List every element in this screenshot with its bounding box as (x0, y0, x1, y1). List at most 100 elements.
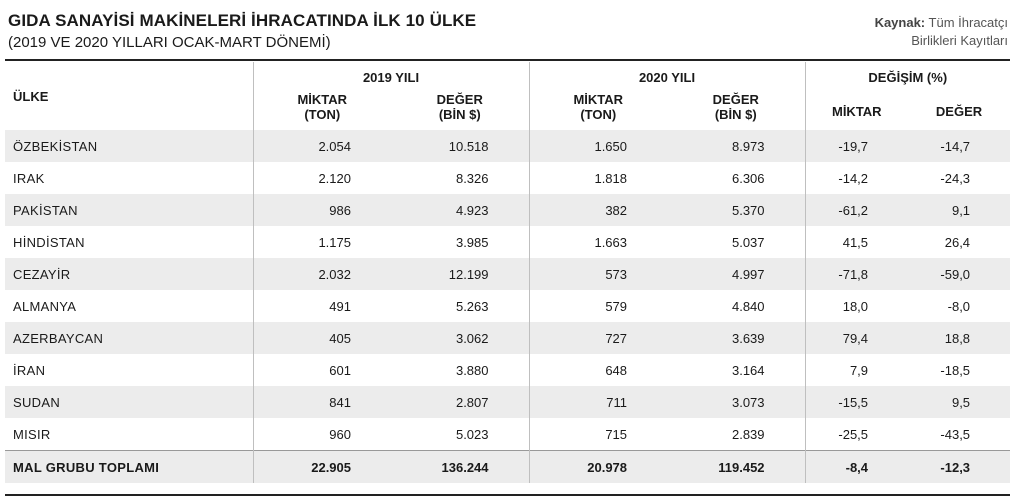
value-2020-cell: 2.839 (731, 426, 765, 442)
qty-2019-cell: 2.032 (252, 258, 391, 290)
qty-2019-cell: 2.120 (252, 162, 391, 194)
source-line-1: Tüm İhracatçı (928, 15, 1008, 30)
value-2020-cell: 4.840 (731, 298, 765, 314)
table-row: CEZAYİR 2.032 12.199 573 4.997 -71,8 -59,0 (5, 258, 1011, 290)
qty-2019-cell: 960 (252, 418, 391, 451)
page-title: GIDA SANAYİSİ MAKİNELERİ İHRACATINDA İLK… (8, 11, 477, 30)
change-qty-cell: -8,4 (804, 450, 909, 483)
value-2019-cell: 8.326 (455, 170, 489, 186)
value-2019-cell: 3.985 (455, 234, 489, 250)
export-table: ÜLKE 2019 YILI 2020 YILI DEĞİŞİM (%) MİK… (5, 62, 1011, 483)
value-2019-cell: 136.244 (391, 450, 530, 483)
value-2019-cell: 12.199 (391, 258, 530, 290)
column-header-country: ÜLKE (13, 88, 49, 104)
change-qty-cell: -15,5 (804, 386, 909, 418)
value-unit: (BİN $) (438, 107, 481, 122)
table-row: MISIR 960 5.023 715 2.839 -25,5 -43,5 (5, 418, 1010, 451)
value-2020-cell: 4.997 (667, 258, 806, 290)
value-2020-cell: 3.073 (667, 386, 806, 418)
table-row: IRAK 2.120 8.326 1.818 6.306 -14,2 -24,3 (5, 162, 1010, 194)
value-2020-cell: 5.370 (667, 194, 806, 226)
value-label: DEĞER (712, 92, 759, 107)
change-value-cell: -24,3 (940, 170, 971, 186)
qty-unit: (TON) (580, 107, 617, 122)
country-cell: SUDAN (5, 386, 253, 418)
qty-label: MİKTAR (297, 92, 348, 107)
column-header-qty-2019: MİKTAR (TON) (252, 92, 391, 130)
country-cell: MAL GRUBU TOPLAMI (5, 450, 253, 483)
change-value-cell: -43,5 (940, 426, 971, 442)
report-header: GIDA SANAYİSİ MAKİNELERİ İHRACATINDA İLK… (8, 8, 1008, 60)
column-header-change-value: DEĞER (935, 103, 983, 119)
table-header: ÜLKE 2019 YILI 2020 YILI DEĞİŞİM (%) MİK… (5, 62, 1011, 130)
change-qty-cell: -14,2 (804, 162, 909, 194)
table-row: PAKİSTAN 986 4.923 382 5.370 -61,2 9,1 (5, 194, 1011, 226)
qty-2019-cell: 405 (252, 322, 391, 354)
change-value-cell: -18,5 (940, 362, 971, 378)
qty-2020-cell: 715 (528, 418, 668, 451)
change-value-cell: -8,0 (947, 298, 971, 314)
country-cell: ÖZBEKİSTAN (5, 130, 253, 162)
change-qty-cell: -19,7 (804, 130, 909, 162)
change-qty-cell: -61,2 (804, 194, 909, 226)
change-qty-cell: -71,8 (804, 258, 909, 290)
qty-2020-cell: 1.650 (528, 130, 668, 162)
page-subtitle: (2019 VE 2020 YILLARI OCAK-MART DÖNEMİ) (8, 34, 331, 51)
value-2020-cell: 119.452 (667, 450, 806, 483)
value-2019-cell: 4.923 (391, 194, 530, 226)
qty-2020-cell: 579 (528, 290, 668, 322)
bottom-divider (5, 494, 1010, 496)
table-row: İRAN 601 3.880 648 3.164 7,9 -18,5 (5, 354, 1010, 386)
table-row: ÖZBEKİSTAN 2.054 10.518 1.650 8.973 -19,7 -14,… (5, 130, 1011, 162)
group-header-2020: 2020 YILI (528, 62, 806, 92)
qty-2020-cell: 1.663 (528, 226, 668, 258)
qty-2020-cell: 711 (528, 386, 668, 418)
change-value-cell: -14,7 (908, 130, 1011, 162)
change-qty-cell: -25,5 (804, 418, 909, 451)
change-value-cell: 18,8 (908, 322, 1011, 354)
source-note: Kaynak: Tüm İhracatçı Birlikleri Kayıtla… (875, 14, 1008, 50)
value-2020-cell: 3.164 (731, 362, 765, 378)
qty-2020-cell: 382 (528, 194, 668, 226)
change-value-cell: 9,1 (908, 194, 1011, 226)
column-header-change-qty: MİKTAR (804, 92, 909, 130)
value-2019-cell: 2.807 (391, 386, 530, 418)
qty-unit: (TON) (304, 107, 341, 122)
change-value-cell: 9,5 (908, 386, 1011, 418)
change-qty-cell: 7,9 (804, 354, 909, 386)
value-2019-cell: 5.263 (455, 298, 489, 314)
column-header-value-2019: DEĞER (BİN $) (391, 92, 529, 130)
qty-2020-cell: 20.978 (528, 450, 668, 483)
table-row: SUDAN 841 2.807 711 3.073 -15,5 9,5 (5, 386, 1011, 418)
change-value-cell: -12,3 (908, 450, 1011, 483)
value-label: DEĞER (436, 92, 483, 107)
change-value-cell: 26,4 (944, 234, 971, 250)
value-2020-cell: 3.639 (667, 322, 806, 354)
qty-2020-cell: 1.818 (528, 162, 668, 194)
qty-2020-cell: 648 (528, 354, 668, 386)
source-line-2: Birlikleri Kayıtları (911, 33, 1008, 48)
change-qty-cell: 18,0 (804, 290, 909, 322)
value-2019-cell: 5.023 (455, 426, 489, 442)
country-cell: PAKİSTAN (5, 194, 253, 226)
value-2019-cell: 10.518 (391, 130, 530, 162)
qty-2019-cell: 1.175 (252, 226, 391, 258)
qty-2019-cell: 841 (252, 386, 391, 418)
column-header-qty-2020: MİKTAR (TON) (528, 92, 668, 130)
country-cell: CEZAYİR (5, 258, 253, 290)
qty-2019-cell: 2.054 (252, 130, 391, 162)
group-header-change: DEĞİŞİM (%) (804, 62, 1011, 92)
country-cell: IRAK (13, 170, 45, 186)
table-row: AZERBAYCAN 405 3.062 727 3.639 79,4 18,8 (5, 322, 1011, 354)
total-row: MAL GRUBU TOPLAMI 22.905 136.244 20.978 119.… (5, 450, 1011, 483)
value-2020-cell: 5.037 (731, 234, 765, 250)
table-row: ALMANYA 491 5.263 579 4.840 18,0 -8,0 (5, 290, 1010, 322)
country-cell: HİNDİSTAN (13, 234, 85, 250)
top-divider (5, 59, 1010, 61)
value-unit: (BİN $) (714, 107, 757, 122)
qty-2019-cell: 491 (252, 290, 391, 322)
country-cell: AZERBAYCAN (5, 322, 253, 354)
source-label: Kaynak: (874, 15, 926, 30)
change-qty-cell: 79,4 (804, 322, 909, 354)
country-cell: MISIR (13, 426, 51, 442)
